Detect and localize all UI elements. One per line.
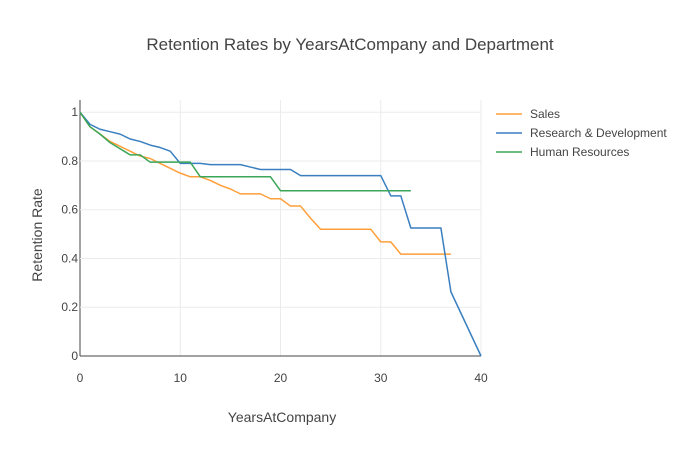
legend[interactable]: Sales Research & Development Human Resourc… [496, 107, 667, 159]
x-tick-label: 0 [77, 371, 84, 385]
legend-label: Sales [530, 107, 560, 121]
y-tick-label: 0.6 [61, 203, 78, 217]
y-tick-label: 0.2 [61, 300, 78, 314]
x-tick-label: 30 [374, 371, 388, 385]
legend-item-sales[interactable]: Sales [496, 107, 560, 121]
axes: 0 10 20 30 40 0 0.2 0.4 0.6 0.8 1 [61, 105, 488, 385]
x-tick-label: 10 [174, 371, 188, 385]
y-tick-label: 0.8 [61, 154, 78, 168]
series-line-research-development[interactable] [79, 111, 482, 357]
y-tick-label: 0 [71, 349, 78, 363]
chart-title: Retention Rates by YearsAtCompany and De… [146, 35, 554, 54]
legend-label: Research & Development [530, 126, 667, 140]
legend-item-human-resources[interactable]: Human Resources [496, 145, 629, 159]
legend-item-research-development[interactable]: Research & Development [496, 126, 667, 140]
x-tick-label: 40 [474, 371, 488, 385]
legend-label: Human Resources [530, 145, 629, 159]
y-tick-label: 0.4 [61, 251, 78, 265]
x-tick-label: 20 [274, 371, 288, 385]
y-tick-label: 1 [71, 105, 78, 119]
y-axis-title: Retention Rate [29, 188, 45, 282]
grid-lines [79, 100, 482, 357]
series-line-human-resources[interactable] [79, 111, 411, 192]
series-lines [79, 111, 482, 357]
x-axis-title: YearsAtCompany [228, 409, 336, 425]
